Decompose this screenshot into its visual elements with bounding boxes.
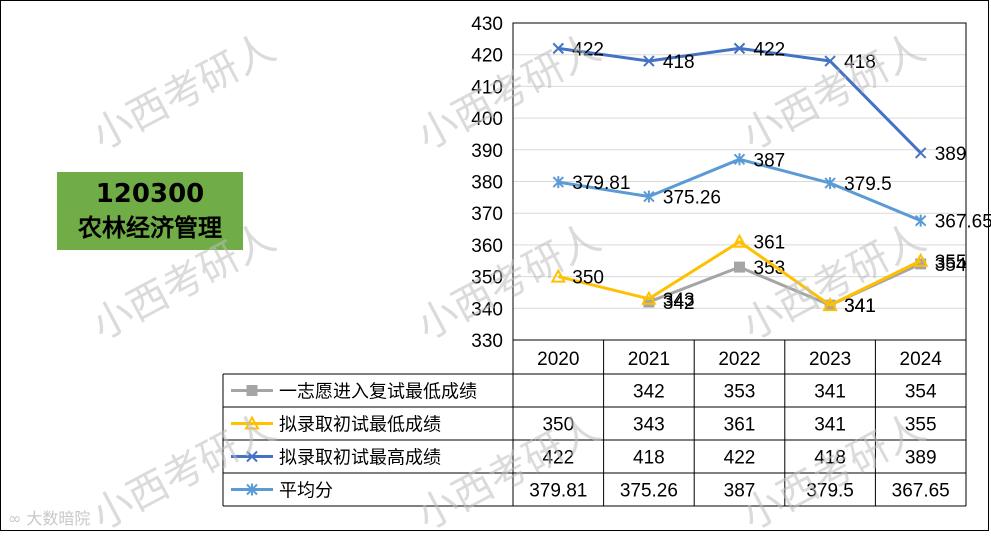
legend-label: 一志愿进入复试最低成绩 [279, 382, 477, 403]
table-cell: 422 [542, 448, 574, 469]
table-cell: 387 [724, 481, 756, 502]
legend-marker [246, 385, 258, 396]
data-point [913, 252, 929, 267]
data-label: 367.65 [935, 212, 991, 233]
table-cell: 341 [814, 382, 846, 403]
x-category-label: 2021 [628, 349, 670, 370]
table-cell: 354 [905, 382, 937, 403]
y-tick-label: 430 [471, 14, 503, 35]
major-label-box: 120300 农林经济管理 [57, 172, 243, 250]
data-label: 422 [754, 39, 786, 60]
legend-marker [244, 415, 260, 430]
data-label: 353 [754, 258, 786, 279]
data-label: 387 [754, 150, 786, 171]
y-tick-label: 390 [471, 141, 503, 162]
data-label: 354 [935, 255, 967, 276]
data-label: 361 [754, 233, 786, 254]
data-label: 379.81 [572, 173, 630, 194]
data-label: 341 [844, 296, 876, 317]
data-label: 379.5 [844, 174, 892, 195]
major-name: 农林经济管理 [78, 214, 222, 242]
y-tick-label: 410 [471, 77, 503, 98]
y-tick-label: 360 [471, 236, 503, 257]
data-label: 343 [663, 290, 695, 311]
table-cell: 367.65 [892, 481, 950, 502]
data-point [552, 42, 565, 55]
x-category-label: 2023 [809, 349, 851, 370]
table-cell: 361 [724, 415, 756, 436]
brand-text: 大数暗院 [26, 509, 91, 528]
data-label: 350 [572, 268, 604, 289]
table-cell: 389 [905, 448, 937, 469]
table-cell: 379.5 [806, 481, 854, 502]
y-tick-label: 380 [471, 173, 503, 194]
data-label: 389 [935, 144, 967, 165]
data-point [733, 42, 746, 55]
data-label: 341 [844, 296, 876, 317]
brand-icon: ∞ [8, 509, 22, 528]
data-point [550, 268, 566, 283]
data-point [552, 176, 565, 189]
data-point [914, 147, 927, 159]
data-label: 375.26 [663, 188, 721, 209]
data-point [914, 214, 927, 227]
table-cell: 375.26 [620, 481, 678, 502]
data-point [822, 297, 838, 312]
data-label: 418 [663, 52, 695, 73]
data-point [733, 153, 746, 166]
table-cell: 341 [814, 415, 846, 436]
table-cell: 422 [724, 448, 756, 469]
legend-marker [246, 483, 258, 496]
series-line [557, 240, 922, 307]
legend-marker [246, 450, 258, 463]
legend-label: 拟录取初试最低成绩 [279, 415, 441, 436]
table-cell: 353 [724, 382, 756, 403]
table-cell: 350 [542, 415, 574, 436]
table-cell: 355 [905, 415, 937, 436]
x-category-label: 2024 [900, 349, 943, 370]
major-code: 120300 [95, 179, 205, 209]
legend-label: 平均分 [279, 481, 333, 502]
data-point [643, 190, 655, 203]
x-category-label: 2022 [718, 349, 760, 370]
y-tick-label: 340 [471, 299, 503, 320]
brand-watermark: ∞ 大数暗院 [8, 505, 90, 529]
table-cell: 342 [633, 382, 665, 403]
data-point [641, 290, 657, 305]
data-label: 422 [572, 39, 604, 60]
y-tick-label: 330 [471, 331, 503, 352]
data-point [643, 55, 655, 67]
y-tick-label: 370 [471, 204, 503, 225]
table-cell: 379.81 [529, 481, 587, 502]
y-tick-label: 400 [471, 109, 503, 130]
data-point [824, 55, 836, 67]
table-cell: 418 [814, 448, 846, 469]
y-tick-label: 350 [471, 268, 503, 289]
data-point [734, 261, 745, 273]
table-cell: 418 [633, 448, 665, 469]
chart-frame [0, 0, 989, 531]
data-label: 355 [935, 252, 967, 273]
data-label: 342 [663, 293, 695, 314]
data-point [824, 177, 836, 190]
data-label: 418 [844, 52, 876, 73]
legend-label: 拟录取初试最高成绩 [279, 448, 441, 469]
x-category-label: 2020 [537, 349, 579, 370]
plot-area [512, 22, 967, 341]
y-tick-label: 420 [471, 46, 503, 67]
data-point [731, 233, 748, 248]
table-cell: 343 [633, 415, 665, 436]
